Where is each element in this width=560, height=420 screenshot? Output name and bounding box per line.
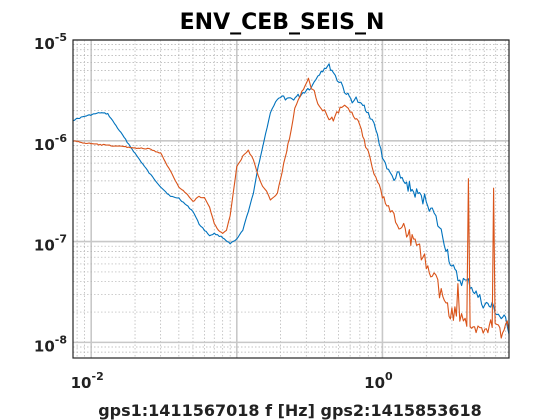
plot-frame: [72, 39, 510, 359]
x-axis-label: gps1:1411567018 f [Hz] gps2:1415853618: [98, 401, 482, 420]
chart-title: ENV_CEB_SEIS_N: [180, 10, 385, 35]
y-tick-label: 10-8: [34, 333, 67, 355]
y-tick-label: 10-6: [34, 132, 67, 154]
series-line-2: [72, 77, 510, 339]
tick-labels: 10-2 100 10-5 10-6 10-7 10-8: [34, 31, 393, 392]
series-layer: [72, 63, 510, 339]
series-line-1: [72, 63, 510, 335]
x-tick-label: 100: [364, 370, 393, 392]
y-tick-label: 10-5: [34, 31, 67, 53]
x-tick-label: 10-2: [71, 370, 104, 392]
y-tick-label: 10-7: [34, 233, 67, 255]
